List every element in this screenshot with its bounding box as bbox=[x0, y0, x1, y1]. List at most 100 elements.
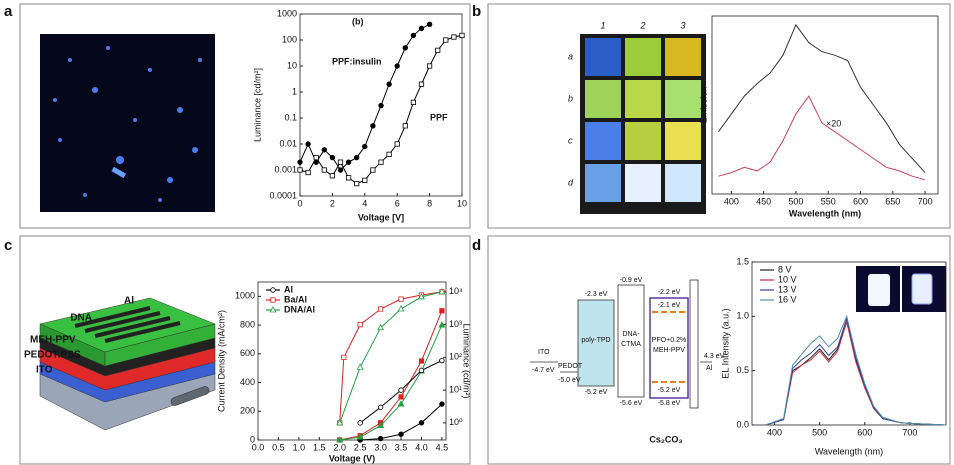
marker bbox=[426, 21, 433, 28]
y-tick-label: 1.5 bbox=[736, 256, 749, 266]
marker bbox=[337, 159, 344, 165]
emission-grid bbox=[580, 34, 706, 214]
plot-frame bbox=[299, 13, 463, 197]
layer-label: DNA bbox=[70, 313, 92, 324]
marker bbox=[439, 357, 445, 364]
marker bbox=[321, 147, 327, 153]
legend-label: DNA/Al bbox=[284, 304, 315, 314]
marker bbox=[443, 37, 449, 43]
x-tick-label: 1.0 bbox=[293, 442, 306, 452]
marker bbox=[377, 404, 384, 410]
y-tick-label: 1.0 bbox=[736, 311, 749, 321]
x-axis-label: Voltage [V] bbox=[358, 212, 404, 222]
x-tick-label: 400 bbox=[767, 427, 782, 437]
x-tick-label: 0.5 bbox=[272, 442, 285, 452]
x-tick-label: 0.0 bbox=[252, 442, 265, 452]
y-axis-label: Emission bbox=[698, 87, 708, 124]
marker bbox=[410, 32, 417, 39]
diagram-label: DNA- bbox=[622, 331, 640, 338]
x-tick-label: 550 bbox=[821, 196, 836, 206]
diagram-label: PFO+0.2% bbox=[652, 337, 686, 344]
y2-tick-label: 10³ bbox=[449, 319, 462, 329]
x-tick-label: 600 bbox=[853, 196, 868, 206]
panel-frame bbox=[19, 235, 471, 465]
y-tick-label: 0 bbox=[250, 434, 255, 444]
marker bbox=[362, 143, 368, 150]
grid-column-label: 3 bbox=[680, 20, 685, 30]
y-axis-label: EL Intensity (a.u.) bbox=[720, 308, 730, 378]
y-tick-label: 800 bbox=[240, 319, 255, 329]
marker bbox=[438, 321, 446, 328]
legend-label: 8 V bbox=[778, 264, 792, 274]
y-tick-label: 0.5 bbox=[736, 365, 749, 375]
x-tick-label: 600 bbox=[857, 427, 872, 437]
marker bbox=[336, 436, 344, 443]
marker bbox=[305, 169, 311, 176]
marker bbox=[354, 154, 360, 161]
layer-label: ITO bbox=[36, 365, 53, 376]
marker bbox=[378, 102, 384, 109]
panel-letter: a bbox=[4, 3, 13, 20]
x-tick-label: 0 bbox=[297, 198, 302, 208]
x-tick-label: 2 bbox=[330, 198, 335, 208]
diagram-label: Cs₂CO₃ bbox=[649, 434, 682, 444]
plot-frame bbox=[257, 281, 447, 441]
marker bbox=[357, 420, 363, 426]
x-tick-label: 3.5 bbox=[395, 442, 408, 452]
marker bbox=[459, 32, 465, 39]
marker bbox=[356, 433, 364, 440]
panel-frame bbox=[487, 235, 951, 465]
x-tick-label: 3.0 bbox=[374, 442, 387, 452]
layer-label: MEH-PPV bbox=[30, 335, 76, 346]
series-line bbox=[339, 291, 443, 424]
y-tick-label: 1000 bbox=[235, 291, 255, 301]
x-tick-label: 400 bbox=[724, 196, 739, 206]
x-tick-label: 2.5 bbox=[354, 442, 367, 452]
marker bbox=[377, 323, 385, 331]
x-axis-label: Wavelength (nm) bbox=[815, 446, 883, 456]
grid-row-label: b bbox=[568, 93, 573, 103]
marker bbox=[398, 394, 404, 400]
diagram-label: -2.3 eV bbox=[585, 291, 608, 298]
x-tick-label: 700 bbox=[902, 427, 917, 437]
diagram-label: CTMA bbox=[621, 341, 641, 348]
marker bbox=[378, 159, 384, 165]
y-tick-label: 0.01 bbox=[279, 138, 297, 148]
plot-frame bbox=[751, 261, 947, 426]
diagram-label: -2.1 eV bbox=[658, 302, 681, 309]
grid-row-label: c bbox=[568, 135, 573, 145]
marker bbox=[402, 123, 408, 129]
y2-tick-label: 10¹ bbox=[449, 384, 462, 394]
marker bbox=[394, 63, 400, 69]
y-tick-label: 0.0 bbox=[736, 419, 749, 429]
marker bbox=[410, 99, 417, 105]
x-tick-label: 10 bbox=[457, 198, 467, 208]
energy-diagram bbox=[530, 279, 712, 409]
x-tick-label: 2.0 bbox=[333, 442, 346, 452]
marker bbox=[305, 141, 311, 147]
legend-label: 13 V bbox=[778, 284, 797, 294]
grid-row-label: a bbox=[568, 51, 573, 61]
series-line bbox=[339, 310, 443, 441]
panel-letter: c bbox=[4, 237, 12, 254]
series-line bbox=[765, 319, 947, 426]
x-tick-label: 650 bbox=[885, 196, 900, 206]
marker bbox=[386, 151, 392, 157]
annotation: PPF bbox=[430, 112, 448, 122]
inset-photo bbox=[856, 266, 946, 312]
y-tick-label: 400 bbox=[240, 377, 255, 387]
x-tick-label: 4.0 bbox=[415, 442, 428, 452]
x-tick-label: 4.5 bbox=[436, 442, 449, 452]
series-line bbox=[339, 324, 443, 441]
diagram-label: -0.9 eV bbox=[620, 277, 643, 284]
grid-column-label: 2 bbox=[639, 20, 645, 30]
marker bbox=[354, 180, 360, 187]
y-tick-label: 1 bbox=[292, 86, 297, 96]
y2-tick-label: 10⁴ bbox=[449, 286, 463, 296]
diagram-label: ITO bbox=[538, 349, 550, 356]
y-tick-label: 10 bbox=[287, 60, 297, 70]
diagram-label: -5.6 eV bbox=[620, 400, 643, 407]
series-line bbox=[765, 314, 947, 426]
panel-frame bbox=[487, 3, 951, 229]
